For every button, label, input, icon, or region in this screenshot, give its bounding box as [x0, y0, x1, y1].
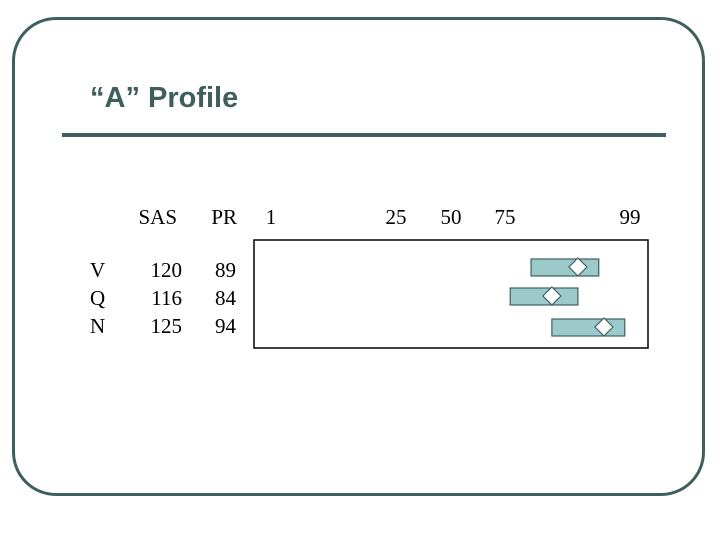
tick-label: 1: [265, 205, 277, 229]
sas-value: 116: [151, 286, 182, 310]
tick-label: 99: [619, 205, 641, 229]
sas-value: 125: [150, 314, 183, 338]
row-label: V: [90, 258, 106, 282]
tick-label: 25: [385, 205, 407, 229]
tick-label: 50: [440, 205, 462, 229]
percentile-marker: [542, 286, 562, 306]
pr-value: 89: [215, 258, 236, 282]
title-underline: [62, 133, 666, 137]
pr-value: 84: [215, 286, 236, 310]
confidence-band: [551, 318, 626, 337]
confidence-band: [530, 258, 600, 277]
percentile-marker: [594, 317, 614, 337]
percentile-marker: [568, 257, 588, 277]
column-header-pr: PR: [211, 205, 237, 229]
slide-frame: [12, 17, 705, 496]
sas-value: 120: [150, 258, 183, 282]
plot-box: [253, 239, 649, 349]
tick-label: 75: [494, 205, 516, 229]
row-label: Q: [90, 286, 106, 310]
pr-value: 94: [215, 314, 236, 338]
row-label: N: [90, 314, 106, 338]
column-header-sas: SAS: [138, 205, 177, 229]
slide-title: “A” Profile: [90, 82, 239, 114]
